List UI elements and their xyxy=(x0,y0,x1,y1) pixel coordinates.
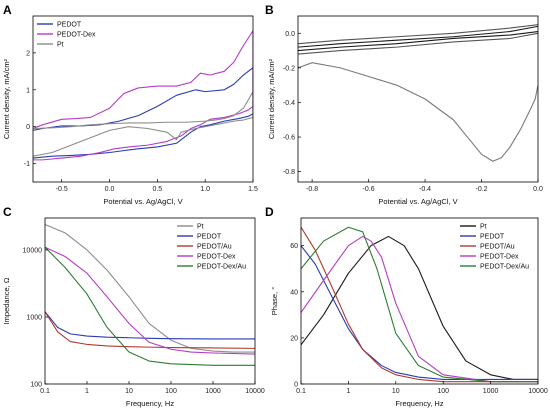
series-line-pedot-au xyxy=(301,226,538,383)
x-tick-label: -0.4 xyxy=(419,186,431,193)
x-tick-label: -0.5 xyxy=(56,186,68,193)
x-tick-label: 0.1 xyxy=(296,388,306,395)
axes-frame xyxy=(32,15,254,183)
y-tick-label: 0 xyxy=(26,124,30,131)
panel-B: B -0.8 -0.6 -0.4 -0.2 0.0 0.0 -0.2 -0.4 -0.6 -0.8 P… xyxy=(265,3,543,206)
legend: Pt PEDOT PEDOT/Au PEDOT-Dex PEDOT-Dex/Au xyxy=(177,224,246,271)
plot-area xyxy=(45,223,255,366)
series-line-pt xyxy=(301,235,538,380)
series-line-pt xyxy=(33,91,253,157)
x-axis-label: Potential vs. Ag/AgCl, V xyxy=(103,197,182,206)
legend-label: PEDOT-Dex xyxy=(197,254,236,261)
x-axis-label: Frequency, Hz xyxy=(395,399,443,408)
panel-letter: B xyxy=(265,3,274,17)
y-axis-label: Current density, mA/cm² xyxy=(2,58,11,139)
x-tick-label: 0.0 xyxy=(105,186,115,193)
y-tick-label: -0.2 xyxy=(283,65,295,72)
panel-D: D 0.1 1 10 100 1000 10000 0 20 40 60 Frequency, Hz P… xyxy=(265,205,548,408)
series-line-pedot xyxy=(33,67,253,159)
y-tick-label: 20 xyxy=(290,335,298,342)
panel-letter: C xyxy=(3,205,12,219)
x-tick-label: 10000 xyxy=(245,388,265,395)
x-tick-label: 0.1 xyxy=(40,388,50,395)
legend-label: PEDOT xyxy=(480,234,505,241)
legend: PEDOT PEDOT-Dex Pt xyxy=(37,22,96,49)
x-tick-label: 1 xyxy=(85,388,89,395)
y-tick-label: -0.4 xyxy=(283,100,295,107)
x-tick-label: 100 xyxy=(437,388,449,395)
y-axis-label: Current density, mA/cm² xyxy=(267,58,276,139)
axes-frame xyxy=(44,217,256,385)
x-axis-label: Potential vs. Ag/AgCl, V xyxy=(378,197,457,206)
x-tick-label: 10 xyxy=(125,388,133,395)
x-tick-label: 10 xyxy=(392,388,400,395)
panel-A: A -0.5 0.0 0.5 1.0 1.5 -1 0 1 2 Potential vs. Ag/A… xyxy=(2,3,258,206)
legend-label: PEDOT xyxy=(57,22,82,29)
y-tick-label: 10000 xyxy=(23,247,43,254)
series-line-pedot xyxy=(45,311,255,340)
panel-C: C 0.1 1 10 100 1000 10000 100 1000 10000 Frequency… xyxy=(2,205,265,408)
y-tick-label: 1000 xyxy=(26,314,42,321)
series-line-pedot-dex-au xyxy=(301,226,538,383)
y-tick-label: -0.6 xyxy=(283,135,295,142)
series-line-pedot-dex xyxy=(45,246,255,355)
y-tick-label: 60 xyxy=(290,243,298,250)
y-axis-label: Phase, ° xyxy=(270,287,279,315)
legend-label: PEDOT/Au xyxy=(480,244,515,251)
y-tick-label: 2 xyxy=(26,50,30,57)
legend-label: Pt xyxy=(480,224,487,231)
series-line-pedot-dex-au xyxy=(45,246,255,366)
panel-letter: A xyxy=(3,3,12,17)
legend-label: Pt xyxy=(197,224,204,231)
series-line-4 xyxy=(298,62,538,162)
legend-label: Pt xyxy=(57,42,64,49)
legend-label: PEDOT-Dex/Au xyxy=(480,264,529,271)
x-tick-label: 1000 xyxy=(483,388,499,395)
legend-label: PEDOT-Dex/Au xyxy=(197,264,246,271)
x-tick-label: 1.5 xyxy=(248,186,258,193)
legend-label: PEDOT-Dex xyxy=(480,254,519,261)
y-tick-label: 0.0 xyxy=(285,31,295,38)
series-line-0 xyxy=(298,25,538,48)
x-tick-label: -0.8 xyxy=(306,186,318,193)
x-tick-label: -0.6 xyxy=(363,186,375,193)
x-tick-label: 10000 xyxy=(528,388,548,395)
series-line-pt xyxy=(45,223,255,353)
plot-area xyxy=(33,30,253,161)
y-tick-label: 100 xyxy=(30,382,42,389)
series-line-pedot-dex xyxy=(301,235,538,383)
x-tick-label: 100 xyxy=(165,388,177,395)
y-axis-label: Impedance, Ω xyxy=(2,277,11,324)
legend-label: PEDOT/Au xyxy=(197,244,232,251)
axes-frame xyxy=(300,217,539,385)
series-line-pedot xyxy=(301,245,538,380)
y-tick-label: -0.8 xyxy=(283,169,295,176)
y-tick-label: 0 xyxy=(294,382,298,389)
x-axis-label: Frequency, Hz xyxy=(126,399,174,408)
x-tick-label: 1000 xyxy=(205,388,221,395)
plot-area xyxy=(298,24,538,162)
x-tick-label: 0.5 xyxy=(152,186,162,193)
y-tick-label: 40 xyxy=(290,289,298,296)
x-tick-label: 1.0 xyxy=(200,186,210,193)
x-tick-label: 1 xyxy=(346,388,350,395)
axes-frame xyxy=(297,15,539,183)
legend-label: PEDOT-Dex xyxy=(57,32,96,39)
legend-label: PEDOT xyxy=(197,234,222,241)
y-tick-label: -1 xyxy=(24,161,30,168)
legend: Pt PEDOT PEDOT/Au PEDOT-Dex PEDOT-Dex/Au xyxy=(460,224,529,271)
series-line-1 xyxy=(298,31,538,52)
series-line-3 xyxy=(298,32,538,55)
x-tick-label: 0.0 xyxy=(533,186,543,193)
plot-area xyxy=(301,226,538,383)
series-line-2 xyxy=(298,24,538,45)
panel-letter: D xyxy=(265,205,274,219)
series-line-pedot-dex xyxy=(33,30,253,161)
series-line-pedot-au xyxy=(45,311,255,349)
x-tick-label: -0.2 xyxy=(475,186,487,193)
y-tick-label: 1 xyxy=(26,87,30,94)
